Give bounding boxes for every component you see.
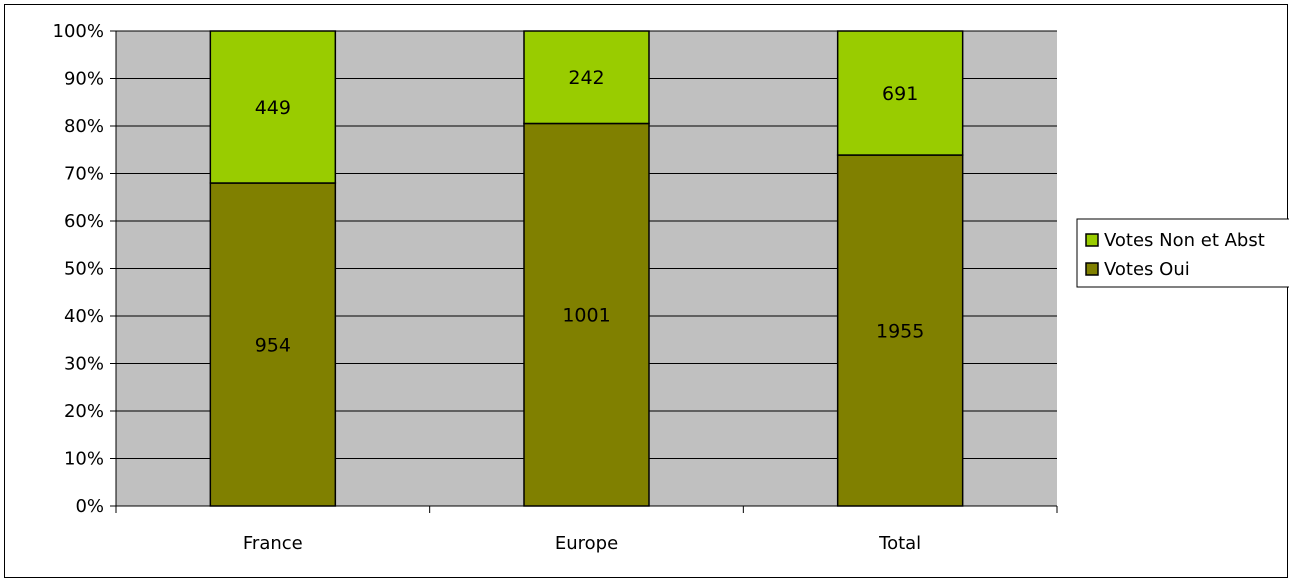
y-tick-label: 10% bbox=[64, 449, 104, 470]
x-category-label: France bbox=[243, 533, 303, 554]
y-tick-label: 60% bbox=[64, 211, 104, 232]
y-tick-label: 90% bbox=[64, 69, 104, 90]
x-category-label: Europe bbox=[555, 533, 618, 554]
bars: 954 449 1001 242 1955 691 bbox=[209, 30, 964, 507]
data-label: 954 bbox=[255, 335, 291, 357]
stacked-bar-chart: 954 449 1001 242 1955 691 0% 10% 20% 30% 40% 50% 60… bbox=[53, 21, 1289, 554]
bar-segment-europe-non bbox=[523, 30, 650, 125]
legend-label: Votes Non et Abst bbox=[1104, 230, 1265, 251]
y-tick-label: 20% bbox=[64, 401, 104, 422]
data-label: 691 bbox=[882, 83, 918, 105]
y-tick-label: 70% bbox=[64, 164, 104, 185]
data-label: 1955 bbox=[876, 321, 924, 343]
data-label: 242 bbox=[568, 67, 604, 89]
y-tick-label: 80% bbox=[64, 116, 104, 137]
bar-segment-total-non bbox=[836, 30, 964, 156]
bar-segment-france-oui bbox=[209, 182, 337, 507]
legend-label: Votes Oui bbox=[1104, 259, 1190, 280]
bar-segment-europe-oui bbox=[523, 122, 650, 507]
data-label: 1001 bbox=[562, 305, 610, 327]
y-tick-label: 30% bbox=[64, 354, 104, 375]
axes: 0% 10% 20% 30% 40% 50% 60% 70% 80% 90% 100% France E… bbox=[53, 21, 1058, 554]
y-tick-label: 40% bbox=[64, 306, 104, 327]
bar-segment-total-oui bbox=[836, 154, 964, 507]
bar-segment-france-non bbox=[209, 30, 337, 184]
legend-swatch bbox=[1085, 233, 1099, 247]
y-tick-label: 0% bbox=[75, 496, 104, 517]
x-category-label: Total bbox=[878, 533, 921, 554]
legend-swatch bbox=[1085, 262, 1099, 276]
legend-box bbox=[1076, 218, 1289, 288]
data-label: 449 bbox=[255, 97, 291, 119]
y-tick-label: 100% bbox=[53, 21, 104, 42]
chart-frame: 954 449 1001 242 1955 691 0% 10% 20% 30% 40% 50% 60… bbox=[4, 4, 1289, 578]
legend: Votes Non et Abst Votes Oui bbox=[1076, 218, 1289, 288]
y-tick-label: 50% bbox=[64, 259, 104, 280]
